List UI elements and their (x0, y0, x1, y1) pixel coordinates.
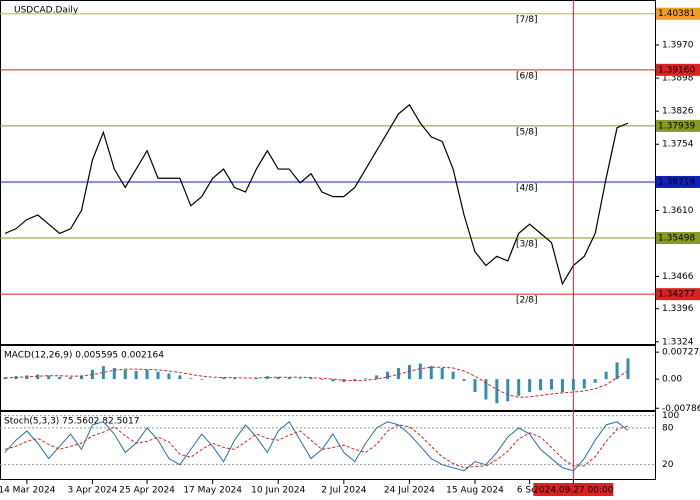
level-label: 1.34277 (658, 290, 695, 300)
x-tick-label: 24 Jul 2024 (384, 486, 435, 496)
level-label: 1.37939 (658, 121, 695, 131)
stoch-k (4, 421, 629, 472)
level-name: [2/8] (516, 296, 538, 306)
level-name: [3/8] (516, 240, 538, 250)
level-tag (656, 232, 700, 245)
x-tick-label: 14 Mar 2024 (0, 486, 56, 496)
level-tag (656, 7, 700, 20)
macd-panel (0, 345, 656, 411)
level-name: [7/8] (516, 15, 538, 25)
y-tick-label: 1.3754 (662, 140, 694, 150)
level-label: 1.36719 (658, 177, 695, 187)
x-tick-label: 2024.09.27 00:00 (533, 486, 614, 496)
level-name: [4/8] (516, 183, 538, 193)
macd-signal (4, 366, 629, 398)
y-tick-label: 1.3826 (662, 107, 694, 117)
level-label: 1.39160 (658, 65, 695, 75)
level-label: 1.35498 (658, 234, 695, 244)
level-name: [5/8] (516, 127, 538, 137)
stoch-panel (0, 411, 656, 480)
macd-tick-label: 0.00727 (662, 348, 699, 358)
level-tag (656, 63, 700, 76)
x-tick-label: 25 Apr 2024 (119, 486, 175, 496)
price-line (4, 103, 629, 286)
macd-tick-label: 0.00 (662, 375, 682, 385)
x-tick-label: 17 May 2024 (183, 486, 242, 496)
x-tick-label: 3 Apr 2024 (67, 486, 117, 496)
stoch-tick-label: 80 (662, 423, 674, 433)
stoch-tick-label: 20 (662, 460, 674, 470)
level-tag (656, 288, 700, 301)
y-tick-label: 1.3610 (662, 206, 694, 216)
level-tag (656, 175, 700, 188)
price-panel (0, 0, 656, 345)
x-tick-label: 2 Jul 2024 (321, 486, 366, 496)
stoch-label: Stoch(5,3,3) 75.5602 82.5017 (4, 417, 139, 427)
y-tick-label: 1.3466 (662, 272, 694, 282)
x-tick-label: 10 Jun 2024 (251, 486, 305, 496)
macd-label: MACD(12,26,9) 0.005595 0.002164 (4, 351, 164, 361)
x-tick-label: 15 Aug 2024 (446, 486, 504, 496)
cursor-tag (533, 483, 614, 496)
macd-tick-label: -0.00786 (662, 404, 700, 414)
y-tick-label: 1.3396 (662, 304, 694, 314)
y-tick-label: 1.3324 (662, 337, 694, 347)
stoch-tick-label: 100 (662, 411, 679, 421)
stoch-d (4, 424, 629, 469)
y-tick-label: 1.3970 (662, 41, 694, 51)
level-label: 1.40381 (658, 9, 695, 19)
chart-title: USDCAD.Daily (14, 6, 79, 16)
x-tick-label: 6 Sep (517, 486, 543, 496)
level-tag (656, 119, 700, 132)
level-name: [6/8] (516, 71, 538, 81)
y-tick-label: 1.3898 (662, 74, 694, 84)
